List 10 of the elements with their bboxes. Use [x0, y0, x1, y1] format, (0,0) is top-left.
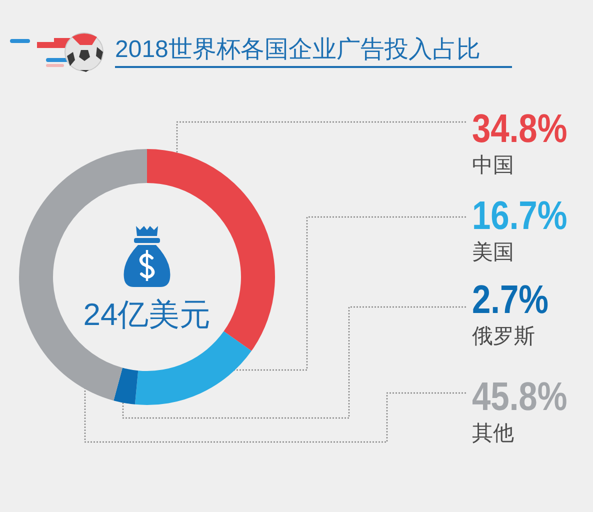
data-label: 34.8% [472, 106, 568, 151]
text: 24亿美元 [83, 297, 211, 332]
slice-label: 其他 [472, 422, 514, 445]
slice-label: 俄罗斯 [472, 325, 535, 348]
chart-title: 2018世界杯各国企业广告投入占比 [115, 36, 480, 63]
slice-label: 美国 [472, 241, 514, 264]
data-label: 2.7% [472, 277, 549, 322]
data-label: 16.7% [472, 193, 568, 238]
slice-label: 中国 [472, 154, 514, 177]
data-label: 45.8% [472, 374, 568, 419]
